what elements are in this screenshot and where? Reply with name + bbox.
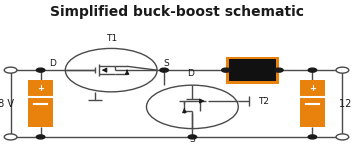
Text: +: +: [37, 84, 44, 93]
Text: T1: T1: [106, 34, 117, 43]
Bar: [28, 80, 53, 127]
Circle shape: [4, 67, 17, 73]
Circle shape: [308, 135, 317, 139]
Text: Simplified buck-boost schematic: Simplified buck-boost schematic: [49, 5, 304, 19]
Circle shape: [336, 134, 349, 140]
Circle shape: [36, 135, 45, 139]
Text: S: S: [190, 135, 195, 144]
Bar: [300, 80, 325, 127]
Text: D: D: [50, 59, 56, 68]
Circle shape: [4, 134, 17, 140]
Bar: [229, 59, 276, 81]
Circle shape: [160, 68, 168, 72]
Circle shape: [36, 68, 45, 72]
Text: 12 V: 12 V: [339, 99, 353, 109]
Text: +: +: [309, 84, 316, 93]
Circle shape: [336, 67, 349, 73]
Text: S: S: [163, 59, 169, 68]
Circle shape: [222, 68, 230, 72]
Text: D: D: [187, 69, 194, 78]
Circle shape: [275, 68, 283, 72]
Text: T2: T2: [258, 97, 269, 106]
Circle shape: [308, 68, 317, 72]
Circle shape: [188, 135, 197, 139]
Text: 48 V: 48 V: [0, 99, 14, 109]
Bar: [226, 57, 279, 84]
